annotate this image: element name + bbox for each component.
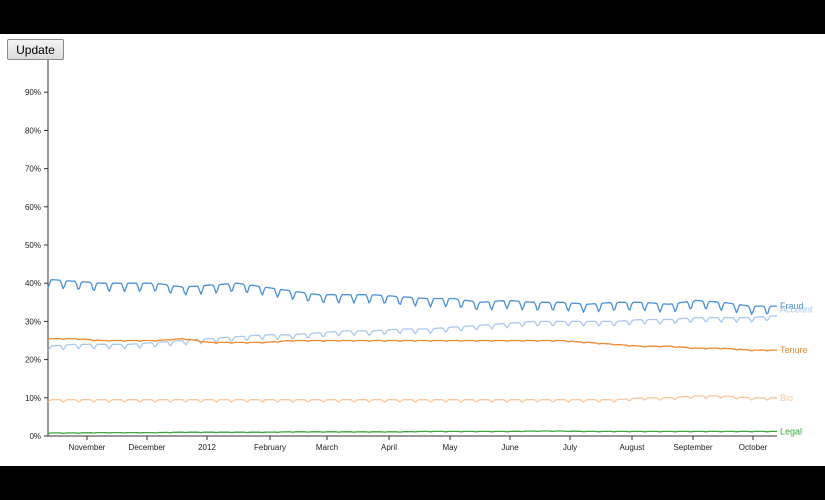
x-tick-label: February [254, 443, 286, 452]
y-tick-label: 10% [25, 394, 41, 403]
y-tick-label: 30% [25, 317, 41, 326]
line-chart: 0% 10% 20% 30% 40% 50% 60% 70% 80% 90% November De… [25, 50, 813, 452]
series-line-bio [47, 395, 777, 403]
x-tick-label: April [381, 443, 397, 452]
series-label-fraud: Fraud [780, 301, 804, 311]
y-tick-label: 60% [25, 203, 41, 212]
y-tick-label: 70% [25, 165, 41, 174]
x-tick-label: September [673, 443, 712, 452]
series-line-legal [47, 430, 777, 434]
y-tick-label: 50% [25, 241, 41, 250]
x-tick-label: July [563, 443, 577, 452]
x-tick-label: June [501, 443, 519, 452]
y-tick-label: 90% [25, 88, 41, 97]
x-tick-label: 2012 [198, 443, 216, 452]
series-label-bio: Bio [780, 393, 793, 403]
series-line-account [47, 315, 778, 352]
x-tick-label: March [316, 443, 338, 452]
x-tick-label: August [620, 443, 646, 452]
x-tick-label: October [739, 443, 768, 452]
series-line-fraud [47, 279, 777, 315]
y-tick-label: 80% [25, 126, 41, 135]
y-tick-label: 20% [25, 356, 41, 365]
series-label-account: Account [780, 305, 813, 315]
chart-panel: 0% 10% 20% 30% 40% 50% 60% 70% 80% 90% November De… [0, 34, 825, 466]
y-axis: 0% 10% 20% 30% 40% 50% 60% 70% 80% 90% [25, 50, 49, 441]
series-line-tenure [47, 337, 777, 352]
series-label-tenure: Tenure [780, 345, 808, 355]
x-tick-label: May [442, 443, 457, 452]
update-button[interactable]: Update [7, 39, 64, 60]
x-tick-label: December [129, 443, 166, 452]
x-axis: November December 2012 February March April Ma… [48, 435, 777, 452]
y-tick-label: 40% [25, 279, 41, 288]
series-label-legal: Legal [780, 426, 802, 436]
series-lines [47, 279, 778, 434]
y-tick-label: 0% [29, 432, 41, 441]
x-tick-label: November [69, 443, 106, 452]
